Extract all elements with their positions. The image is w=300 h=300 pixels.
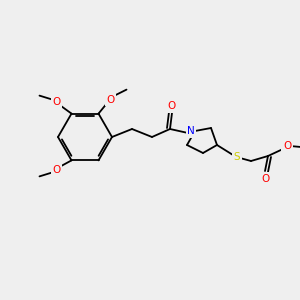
Text: O: O bbox=[261, 174, 269, 184]
Text: O: O bbox=[106, 94, 115, 105]
Text: O: O bbox=[283, 141, 291, 151]
Text: O: O bbox=[52, 97, 61, 106]
Text: O: O bbox=[52, 165, 61, 176]
Text: O: O bbox=[168, 101, 176, 111]
Text: S: S bbox=[234, 152, 240, 162]
Text: N: N bbox=[187, 126, 195, 136]
